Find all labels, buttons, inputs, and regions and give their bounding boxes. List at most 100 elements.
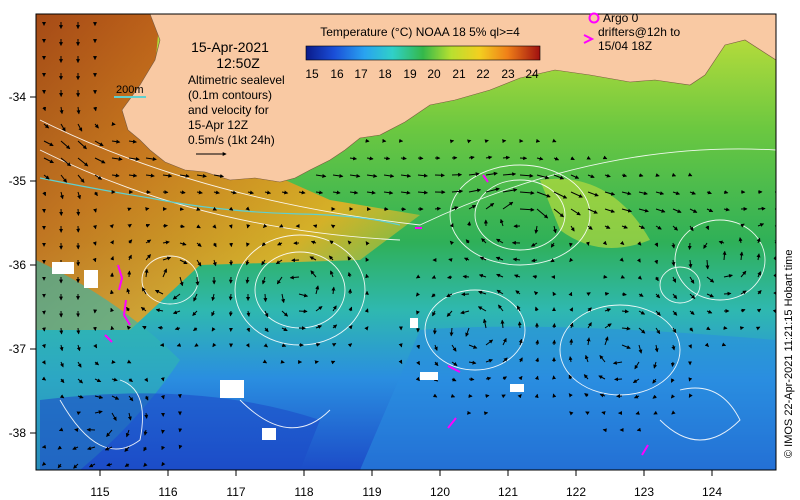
velocity-arrow bbox=[655, 310, 661, 316]
velocity-arrow bbox=[621, 208, 633, 213]
velocity-arrow bbox=[400, 190, 411, 195]
velocity-arrow bbox=[281, 327, 288, 332]
velocity-arrow bbox=[621, 292, 627, 297]
velocity-arrow bbox=[431, 275, 437, 279]
argo-float-icon bbox=[588, 12, 600, 24]
velocity-arrow bbox=[583, 374, 589, 380]
velocity-arrow bbox=[536, 208, 549, 219]
drifter-track bbox=[122, 299, 131, 326]
velocity-arrow bbox=[332, 190, 341, 195]
velocity-arrow bbox=[446, 310, 453, 317]
velocity-arrow bbox=[602, 155, 608, 160]
velocity-arrow bbox=[76, 106, 81, 115]
velocity-arrow bbox=[415, 274, 421, 279]
velocity-arrow bbox=[262, 359, 268, 364]
velocity-arrow bbox=[536, 191, 551, 198]
velocity-arrow bbox=[477, 306, 487, 312]
velocity-arrow bbox=[706, 276, 715, 283]
velocity-arrow bbox=[434, 206, 442, 211]
velocity-arrow bbox=[502, 201, 514, 210]
velocity-arrow bbox=[261, 276, 266, 285]
drifter-track bbox=[447, 417, 457, 429]
velocity-arrow bbox=[106, 429, 113, 437]
velocity-arrow bbox=[211, 293, 216, 302]
velocity-arrow bbox=[162, 173, 173, 178]
image-date: 15-Apr-2021 bbox=[191, 39, 269, 55]
velocity-arrow bbox=[633, 394, 640, 399]
velocity-arrow bbox=[552, 322, 557, 329]
velocity-arrow bbox=[655, 327, 661, 335]
lat-label: -38 bbox=[9, 426, 27, 440]
velocity-arrow bbox=[124, 446, 130, 452]
velocity-arrow bbox=[347, 240, 352, 245]
velocity-arrow bbox=[245, 343, 250, 348]
isobath-label: 200m bbox=[116, 84, 144, 96]
velocity-arrow bbox=[331, 286, 336, 295]
velocity-arrow bbox=[587, 322, 592, 329]
velocity-arrow bbox=[365, 241, 370, 246]
sealevel-contours bbox=[39, 119, 776, 450]
velocity-arrow bbox=[536, 174, 550, 180]
velocity-arrow bbox=[585, 411, 590, 416]
velocity-arrow bbox=[77, 361, 82, 368]
velocity-arrow bbox=[59, 394, 65, 399]
velocity-arrow bbox=[671, 259, 676, 267]
credit-text: © IMOS 22-Apr-2021 11:21:15 Hobart time bbox=[783, 250, 795, 458]
lat-label: -34 bbox=[9, 90, 27, 104]
velocity-arrow bbox=[501, 394, 506, 399]
velocity-arrow bbox=[60, 174, 67, 183]
velocity-arrow bbox=[315, 190, 324, 195]
image-time: 12:50Z bbox=[216, 55, 260, 71]
velocity-arrow bbox=[315, 325, 323, 329]
velocity-arrow bbox=[740, 290, 747, 295]
velocity-arrow bbox=[569, 307, 573, 312]
velocity-arrow bbox=[161, 461, 166, 467]
velocity-arrow bbox=[179, 190, 186, 195]
velocity-arrow bbox=[570, 156, 575, 161]
velocity-arrow bbox=[723, 207, 730, 212]
velocity-arrow bbox=[723, 291, 732, 296]
velocity-arrow bbox=[604, 208, 616, 213]
velocity-arrow bbox=[461, 292, 470, 297]
velocity-arrow bbox=[432, 393, 438, 398]
velocity-arrow bbox=[144, 377, 149, 382]
velocity-arrow bbox=[312, 224, 318, 229]
velocity-arrow bbox=[602, 240, 607, 246]
velocity-arrow bbox=[587, 191, 599, 197]
velocity-arrow bbox=[689, 225, 694, 232]
lon-label: 118 bbox=[294, 485, 313, 499]
velocity-arrow bbox=[93, 191, 98, 197]
velocity-arrow bbox=[621, 326, 631, 331]
velocity-arrow bbox=[160, 394, 165, 400]
velocity-arrow bbox=[88, 463, 96, 468]
velocity-arrow bbox=[638, 327, 646, 334]
velocity-arrow bbox=[196, 173, 207, 178]
velocity-arrow bbox=[485, 376, 492, 381]
lon-label: 120 bbox=[430, 485, 450, 499]
axis-ticks bbox=[30, 96, 713, 476]
velocity-arrow bbox=[552, 225, 557, 234]
velocity-arrow bbox=[553, 174, 565, 180]
velocity-arrow bbox=[621, 344, 631, 349]
velocity-arrow bbox=[756, 308, 762, 313]
drifter-track bbox=[447, 365, 461, 373]
velocity-arrow bbox=[757, 223, 765, 227]
velocity-arrow bbox=[315, 285, 320, 295]
velocity-arrow bbox=[552, 291, 557, 297]
velocity-arrow bbox=[264, 190, 272, 195]
velocity-arrow bbox=[415, 292, 421, 297]
colorbar-tick: 19 bbox=[403, 67, 417, 81]
velocity-arrow bbox=[502, 188, 518, 193]
velocity-arrow bbox=[59, 361, 64, 368]
velocity-arrow bbox=[654, 344, 659, 353]
velocity-arrow bbox=[92, 257, 97, 263]
velocity-arrow bbox=[569, 411, 574, 416]
velocity-arrow bbox=[723, 190, 729, 195]
lon-label: 116 bbox=[158, 485, 177, 499]
velocity-arrow bbox=[621, 173, 628, 178]
velocity-arrow bbox=[57, 463, 62, 469]
velocity-arrow bbox=[536, 156, 544, 161]
velocity-arrow bbox=[196, 224, 201, 229]
velocity-arrow bbox=[531, 258, 538, 263]
velocity-arrow bbox=[451, 206, 459, 211]
